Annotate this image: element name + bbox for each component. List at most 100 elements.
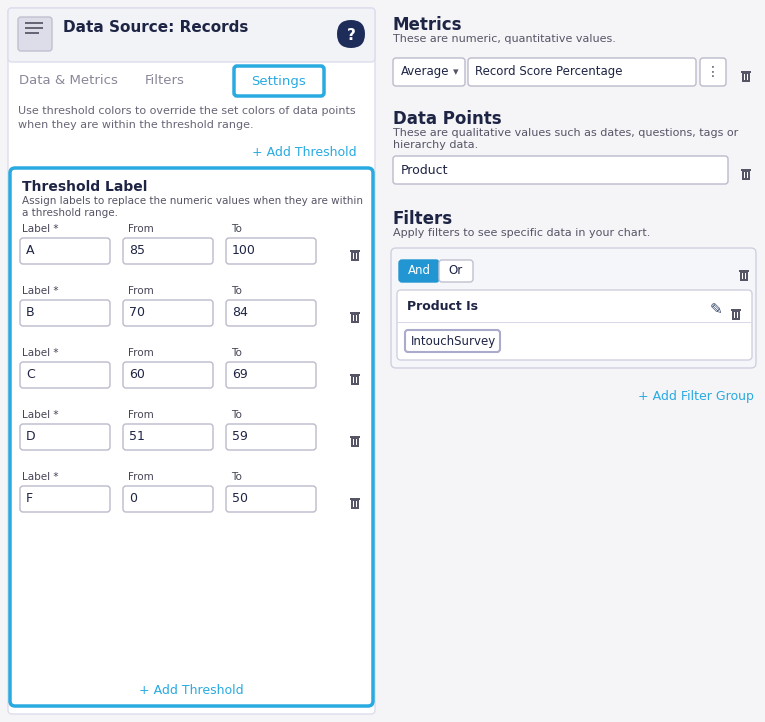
- FancyBboxPatch shape: [226, 486, 316, 512]
- Text: Label *: Label *: [22, 224, 58, 234]
- Bar: [353, 253, 354, 259]
- Bar: [744, 172, 745, 178]
- Bar: [351, 438, 359, 447]
- Bar: [742, 73, 750, 82]
- FancyBboxPatch shape: [123, 300, 213, 326]
- FancyBboxPatch shape: [397, 290, 752, 360]
- FancyBboxPatch shape: [20, 362, 110, 388]
- FancyBboxPatch shape: [18, 17, 52, 51]
- Bar: [356, 439, 357, 445]
- Text: Data Points: Data Points: [393, 110, 502, 128]
- Bar: [734, 312, 735, 318]
- Text: Product: Product: [401, 163, 448, 176]
- FancyBboxPatch shape: [399, 260, 439, 282]
- Text: ✎: ✎: [710, 302, 723, 317]
- Text: 69: 69: [232, 368, 248, 381]
- Text: D: D: [26, 430, 36, 443]
- FancyBboxPatch shape: [10, 168, 373, 706]
- FancyBboxPatch shape: [700, 58, 726, 86]
- FancyBboxPatch shape: [20, 424, 110, 450]
- Bar: [732, 311, 740, 320]
- Text: + Add Threshold: + Add Threshold: [138, 684, 243, 697]
- FancyBboxPatch shape: [468, 58, 696, 86]
- Text: To: To: [231, 472, 242, 482]
- Text: Filters: Filters: [145, 74, 185, 87]
- Text: Use threshold colors to override the set colors of data points: Use threshold colors to override the set…: [18, 106, 356, 116]
- Bar: [350, 250, 360, 252]
- Bar: [742, 171, 750, 180]
- Text: + Add Filter Group: + Add Filter Group: [638, 390, 754, 403]
- FancyBboxPatch shape: [226, 424, 316, 450]
- FancyBboxPatch shape: [123, 486, 213, 512]
- Bar: [739, 270, 749, 272]
- FancyBboxPatch shape: [123, 424, 213, 450]
- FancyBboxPatch shape: [393, 58, 465, 86]
- Text: C: C: [26, 368, 34, 381]
- Bar: [25, 22, 43, 24]
- Text: B: B: [26, 307, 34, 320]
- Text: ⋮: ⋮: [706, 65, 720, 79]
- Bar: [351, 500, 359, 509]
- Text: Label *: Label *: [22, 348, 58, 358]
- Text: These are qualitative values such as dates, questions, tags or: These are qualitative values such as dat…: [393, 128, 738, 138]
- Text: IntouchSurvey: IntouchSurvey: [411, 334, 496, 347]
- Text: From: From: [128, 224, 154, 234]
- Bar: [746, 74, 747, 80]
- FancyBboxPatch shape: [393, 156, 728, 184]
- Text: Settings: Settings: [252, 74, 306, 87]
- Text: Filters: Filters: [393, 210, 453, 228]
- Text: 59: 59: [232, 430, 248, 443]
- Text: From: From: [128, 472, 154, 482]
- Bar: [25, 27, 43, 29]
- Bar: [351, 252, 359, 261]
- Bar: [353, 377, 354, 383]
- Text: ▾: ▾: [453, 67, 459, 77]
- FancyBboxPatch shape: [337, 20, 365, 48]
- Text: To: To: [231, 286, 242, 296]
- Text: Label *: Label *: [22, 410, 58, 420]
- Text: Or: Or: [449, 264, 463, 277]
- Text: Apply filters to see specific data in your chart.: Apply filters to see specific data in yo…: [393, 228, 650, 238]
- Bar: [355, 315, 356, 321]
- Bar: [356, 315, 357, 321]
- Text: Threshold Label: Threshold Label: [22, 180, 148, 194]
- Text: 70: 70: [129, 307, 145, 320]
- Bar: [356, 501, 357, 507]
- Bar: [353, 439, 354, 445]
- Text: a threshold range.: a threshold range.: [22, 208, 118, 218]
- Bar: [350, 312, 360, 314]
- FancyBboxPatch shape: [226, 300, 316, 326]
- Bar: [356, 253, 357, 259]
- FancyBboxPatch shape: [20, 300, 110, 326]
- Bar: [351, 376, 359, 385]
- Text: 0: 0: [129, 492, 137, 505]
- Text: Data Source: Records: Data Source: Records: [63, 20, 249, 35]
- Bar: [25, 32, 39, 34]
- Bar: [350, 436, 360, 438]
- Text: Label *: Label *: [22, 472, 58, 482]
- Text: To: To: [231, 348, 242, 358]
- Text: 60: 60: [129, 368, 145, 381]
- Text: And: And: [408, 264, 431, 277]
- FancyBboxPatch shape: [20, 238, 110, 264]
- Bar: [747, 172, 748, 178]
- Bar: [355, 501, 356, 507]
- Bar: [741, 71, 751, 73]
- Bar: [353, 501, 354, 507]
- Bar: [736, 312, 737, 318]
- Bar: [350, 498, 360, 500]
- Bar: [746, 172, 747, 178]
- Text: ?: ?: [347, 27, 356, 43]
- Bar: [350, 374, 360, 376]
- Text: These are numeric, quantitative values.: These are numeric, quantitative values.: [393, 34, 616, 44]
- Text: To: To: [231, 410, 242, 420]
- Text: Average: Average: [401, 66, 450, 79]
- Text: F: F: [26, 492, 33, 505]
- FancyBboxPatch shape: [234, 66, 324, 96]
- Text: Assign labels to replace the numeric values when they are within: Assign labels to replace the numeric val…: [22, 196, 363, 206]
- Text: From: From: [128, 410, 154, 420]
- Bar: [356, 377, 357, 383]
- Text: 85: 85: [129, 245, 145, 258]
- Bar: [355, 253, 356, 259]
- FancyBboxPatch shape: [405, 330, 500, 352]
